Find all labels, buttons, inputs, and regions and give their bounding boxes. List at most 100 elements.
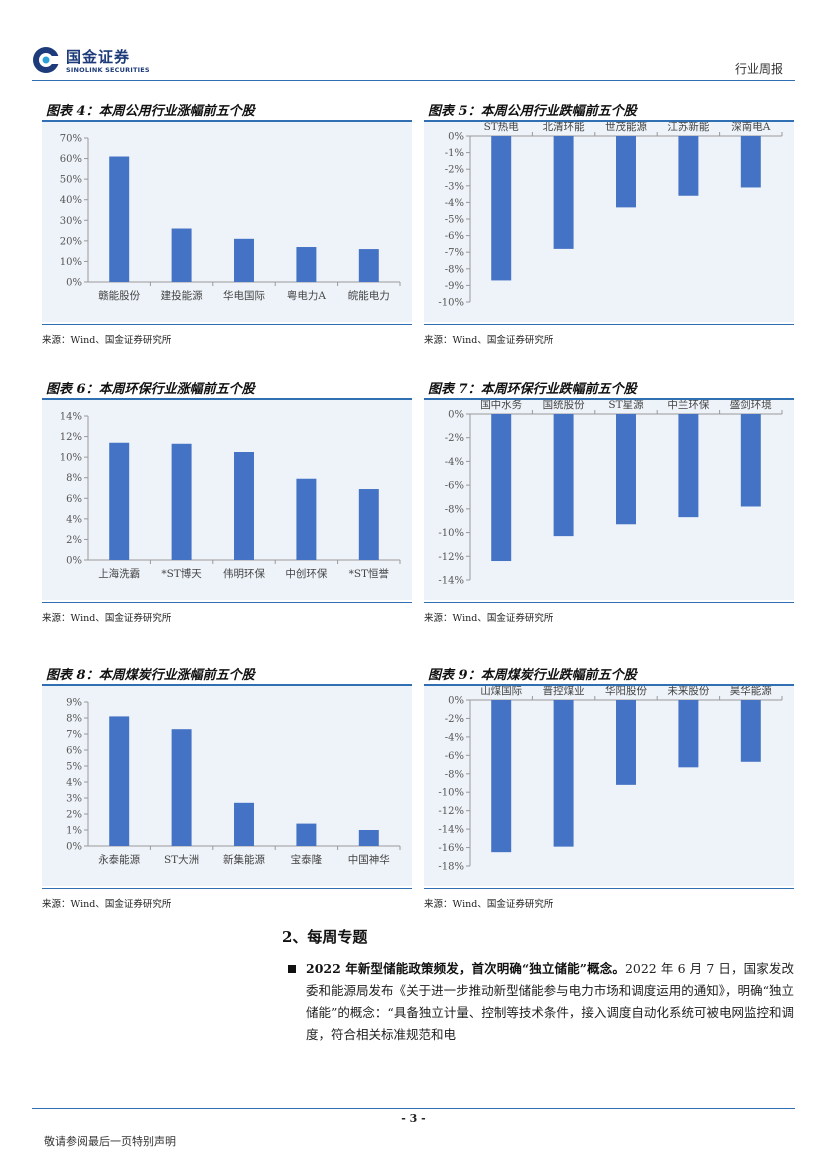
panel-top-rule: [424, 398, 794, 400]
y-tick-label: -12%: [438, 806, 464, 817]
panel-bottom-rule: [424, 602, 794, 603]
y-tick-label: 1%: [66, 826, 82, 837]
y-tick-label: -6%: [445, 481, 464, 492]
x-tick-label: 永泰能源: [98, 853, 140, 866]
y-tick-label: 0%: [66, 278, 82, 289]
y-tick-label: -6%: [445, 231, 464, 242]
x-tick-label: 上海洗霸: [98, 567, 140, 580]
bar: [296, 247, 317, 282]
panel-bottom-rule: [424, 888, 794, 889]
bar: [491, 136, 512, 281]
y-tick-label: 60%: [60, 154, 82, 165]
bar: [616, 136, 636, 208]
chart-area: -18% -16% -14% -12% -10% -8% -6% -4% -2% 0% 山煤国际 晋控…: [424, 684, 794, 886]
bar: [491, 414, 512, 562]
x-tick-label: 深南电A: [731, 122, 770, 133]
bar: [234, 238, 254, 282]
y-tick-label: 30%: [60, 216, 82, 227]
chart-source: 来源：Wind、国金证券研究所: [424, 899, 554, 910]
bar: [553, 414, 574, 537]
bar: [678, 136, 699, 196]
y-tick-label: -2%: [445, 714, 464, 725]
bar-chart: 0% 2% 4% 6% 8% 10% 12% 14% 上海洗霸 *ST博天 伟明环保 中创环保 *ST恒…: [60, 412, 401, 580]
y-tick-label: -14%: [438, 576, 464, 587]
bar: [553, 700, 574, 847]
bar: [234, 802, 254, 846]
y-tick-label: 0%: [66, 556, 82, 567]
section-title: 2、每周专题: [282, 928, 368, 946]
y-tick-label: 9%: [66, 698, 82, 709]
bar: [109, 716, 130, 846]
bar: [616, 414, 636, 525]
bar: [296, 478, 317, 560]
y-tick-label: -14%: [438, 825, 464, 836]
y-tick-label: 70%: [60, 134, 82, 145]
x-tick-label: 华电国际: [223, 289, 265, 302]
bar: [491, 700, 512, 853]
bar-chart: -10% -9% -8% -7% -6% -5% -4% -3% -2% -1% 0% ST热电 北清环…: [438, 120, 783, 309]
bar: [553, 136, 574, 249]
y-tick-label: -2%: [445, 165, 464, 176]
y-tick-label: -4%: [445, 198, 464, 209]
footer-disclaimer: 敬请参阅最后一页特别声明: [44, 1135, 176, 1148]
y-tick-label: 2%: [66, 535, 82, 546]
paragraph-body: 2022 年 6 月 7 日，国家发改委和能源局发布《关于进一步推动新型储能参与…: [306, 961, 794, 1042]
y-tick-label: -5%: [445, 215, 464, 226]
x-tick-label: ST大洲: [164, 853, 199, 866]
y-tick-label: 2%: [66, 810, 82, 821]
y-tick-label: 14%: [60, 412, 82, 423]
paragraph-lead: 2022 年新型储能政策频发，首次明确“独立储能”概念。: [306, 961, 625, 976]
header-divider: [32, 80, 795, 81]
x-tick-label: 北清环能: [543, 122, 585, 133]
chart-source: 来源：Wind、国金证券研究所: [424, 335, 554, 346]
y-tick-label: 3%: [66, 794, 82, 805]
x-tick-label: ST热电: [484, 122, 520, 133]
chart-title: 图表 6：本周环保行业涨幅前五个股: [46, 382, 255, 397]
bar: [109, 156, 130, 282]
panel-bottom-rule: [424, 324, 794, 325]
y-tick-label: 0%: [448, 132, 464, 143]
y-tick-label: 6%: [66, 494, 82, 505]
y-tick-label: 12%: [60, 432, 82, 443]
x-tick-label: 皖能电力: [348, 289, 390, 302]
page-number: - 3 -: [401, 1112, 426, 1125]
y-tick-label: -10%: [438, 298, 464, 309]
y-tick-label: 5%: [66, 762, 82, 773]
bar: [234, 452, 254, 560]
bar: [740, 700, 761, 762]
bar: [616, 700, 636, 785]
x-tick-label: 中兰环保: [667, 400, 709, 411]
y-tick-label: -10%: [438, 528, 464, 539]
y-tick-label: -16%: [438, 843, 464, 854]
bar: [740, 136, 761, 188]
page-header: 国金证券 SINOLINK SECURITIES 行业周报: [0, 0, 827, 81]
y-tick-label: 8%: [66, 714, 82, 725]
bar: [358, 249, 379, 282]
bullet-square-icon: [288, 965, 296, 973]
chart-area: -10% -9% -8% -7% -6% -5% -4% -3% -2% -1% 0% ST热电 北清环…: [424, 120, 794, 322]
bar: [678, 414, 699, 518]
chart-title: 图表 9：本周煤炭行业跌幅前五个股: [428, 668, 637, 683]
y-tick-label: 10%: [60, 257, 82, 268]
bar: [109, 442, 130, 560]
bar: [740, 414, 761, 507]
bar-chart: 0% 1% 2% 3% 4% 5% 6% 7% 8% 9% 永泰能源 ST大洲 新集能源 宝泰隆 中国神华: [66, 698, 401, 866]
bar-chart: -14% -12% -10% -8% -6% -4% -2% 0% 国中水务 国统股份 ST星源 中兰…: [438, 398, 783, 587]
x-tick-label: 盛剑环境: [730, 400, 772, 411]
y-tick-label: -4%: [445, 732, 464, 743]
y-tick-label: -6%: [445, 751, 464, 762]
x-tick-label: 伟明环保: [223, 567, 265, 580]
x-tick-label: 华阳股份: [605, 686, 647, 697]
y-tick-label: 50%: [60, 175, 82, 186]
y-tick-label: -2%: [445, 433, 464, 444]
bar: [171, 729, 192, 846]
y-tick-label: 6%: [66, 746, 82, 757]
y-tick-label: 0%: [66, 842, 82, 853]
chart-title: 图表 5：本周公用行业跌幅前五个股: [428, 104, 637, 119]
logo-text-cn: 国金证券: [66, 48, 131, 66]
y-tick-label: -1%: [445, 148, 464, 159]
bar: [171, 228, 192, 282]
chart-title: 图表 8：本周煤炭行业涨幅前五个股: [46, 668, 255, 683]
chart-area: 0% 1% 2% 3% 4% 5% 6% 7% 8% 9% 永泰能源 ST大洲 新集能源 宝泰隆 中国神华: [42, 686, 412, 886]
chart-source: 来源：Wind、国金证券研究所: [424, 613, 554, 624]
